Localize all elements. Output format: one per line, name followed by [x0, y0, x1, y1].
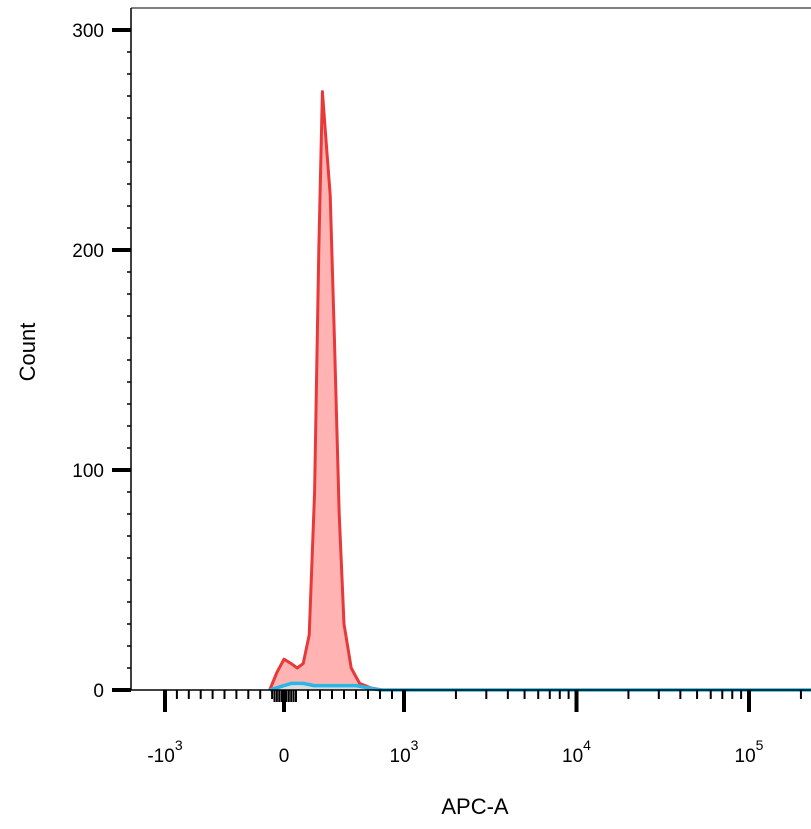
x-axis-ticks: -103 0 103 104 105: [147, 690, 802, 767]
y-axis-title: Count: [15, 323, 40, 382]
y-tick-label: 100: [72, 461, 104, 482]
y-tick-label: 300: [72, 21, 104, 42]
series-1-line: [268, 90, 811, 692]
plot-frame: [130, 7, 811, 690]
x-axis-title: APC-A: [441, 794, 509, 819]
y-axis-ticks: 0 100 200 300: [72, 21, 131, 702]
y-tick-label: 0: [93, 681, 104, 702]
series-layer: [268, 90, 811, 692]
x-tick-label: 103: [390, 737, 419, 767]
y-tick-label: 200: [72, 241, 104, 262]
x-tick-label: -103: [147, 737, 182, 767]
x-tick-label: 104: [562, 737, 591, 767]
series-1-area: [269, 91, 811, 691]
x-tick-label: 0: [279, 746, 290, 767]
x-tick-label: 105: [735, 737, 764, 767]
